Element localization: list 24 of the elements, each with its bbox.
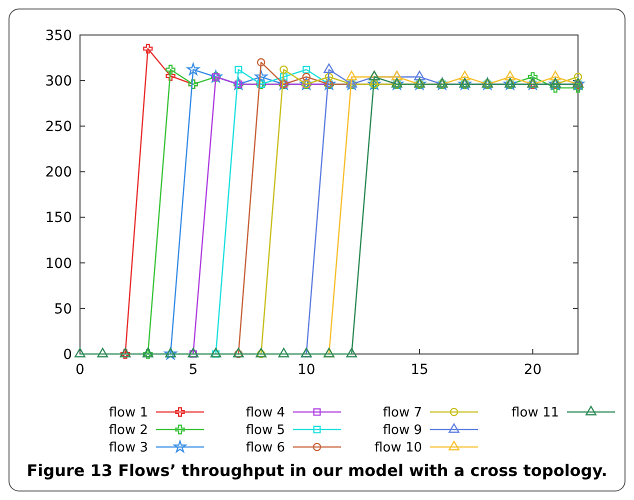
legend-label: flow 7 <box>382 406 422 421</box>
legend-label: flow 6 <box>246 440 285 456</box>
y-tick-label: 50 <box>54 301 72 318</box>
x-tick-label: 0 <box>76 362 84 378</box>
y-tick-label: 150 <box>45 210 72 226</box>
legend-label: flow 4 <box>246 406 285 421</box>
y-tick-label: 0 <box>63 346 72 363</box>
legend-label: flow 11 <box>512 406 559 421</box>
y-tick-label: 300 <box>45 73 72 90</box>
x-tick-label: 20 <box>524 362 542 378</box>
legend-label: flow 3 <box>108 440 148 456</box>
x-tick-label: 5 <box>188 362 198 378</box>
y-tick-label: 250 <box>45 119 72 136</box>
y-tick-label: 200 <box>45 164 72 181</box>
legend-label: flow 9 <box>382 423 422 438</box>
x-tick-label: 10 <box>297 362 316 378</box>
x-tick-label: 15 <box>410 362 428 378</box>
legend-label: flow 10 <box>374 440 422 456</box>
legend-label: flow 2 <box>108 423 148 438</box>
legend-label: flow 1 <box>108 406 148 421</box>
y-tick-label: 350 <box>45 28 72 44</box>
text: Figure 13 Flows’ throughput in our model with a cross topology. <box>26 461 608 480</box>
y-tick-label: 100 <box>45 256 72 272</box>
legend-label: flow 5 <box>246 423 285 438</box>
